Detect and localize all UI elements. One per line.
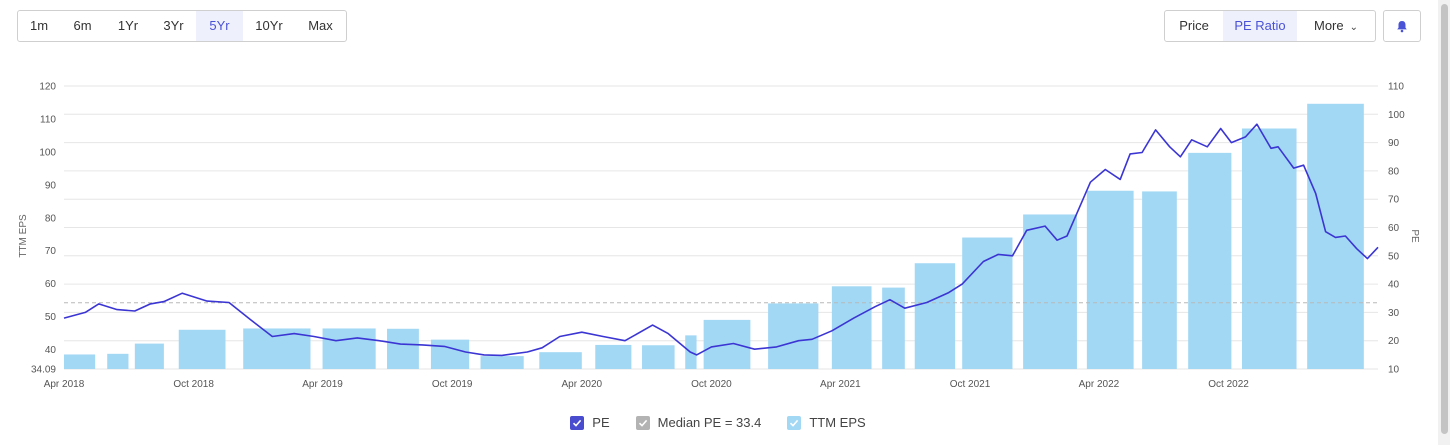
price-button[interactable]: Price — [1179, 18, 1209, 33]
left-tick-label: 100 — [39, 147, 56, 158]
left-tick-label: 80 — [45, 213, 57, 224]
chevron-down-icon: ⌄ — [1349, 22, 1358, 33]
eps-bar[interactable] — [882, 287, 905, 369]
pe-series-line — [63, 123, 1379, 357]
x-tick-label: Oct 2020 — [691, 379, 732, 390]
pe-ratio-button[interactable]: PE Ratio — [1223, 11, 1297, 41]
eps-bar[interactable] — [1142, 191, 1177, 369]
chart-legend: PE Median PE = 33.4 TTM EPS — [0, 415, 1436, 430]
legend-label-pe: PE — [592, 415, 610, 430]
right-tick-label: 30 — [1388, 308, 1400, 319]
x-tick-label: Apr 2019 — [302, 379, 343, 390]
eps-bar[interactable] — [480, 356, 524, 369]
eps-bar[interactable] — [387, 328, 419, 369]
range-button-10yr[interactable]: 10Yr — [255, 18, 283, 33]
left-tick-label: 40 — [45, 345, 57, 356]
x-tick-label: Apr 2018 — [44, 379, 85, 390]
left-tick-label: 110 — [40, 114, 56, 125]
eps-bar[interactable] — [1307, 103, 1364, 369]
right-tick-label: 90 — [1388, 138, 1400, 149]
eps-bar[interactable] — [430, 339, 470, 369]
range-button-6m[interactable]: 6m — [73, 18, 92, 33]
eps-bar[interactable] — [1023, 214, 1077, 369]
eps-bar[interactable] — [768, 303, 819, 369]
pe-eps-chart: 34.09 40 50 60 70 80 90 100 110 120 10 20 30 40 50 60 7… — [18, 82, 1420, 391]
right-tick-label: 40 — [1388, 280, 1400, 291]
eps-bar[interactable] — [1086, 190, 1134, 369]
right-tick-label: 110 — [1388, 82, 1404, 93]
scrollbar-thumb[interactable] — [1441, 4, 1448, 434]
left-tick-label: 60 — [45, 279, 57, 290]
right-tick-label: 10 — [1388, 365, 1400, 376]
left-tick-label: 50 — [45, 312, 57, 323]
x-tick-label: Apr 2020 — [562, 379, 603, 390]
more-label: More — [1313, 18, 1344, 33]
right-tick-label: 50 — [1388, 251, 1400, 262]
eps-bar[interactable] — [1241, 128, 1297, 369]
x-tick-label: Oct 2019 — [432, 379, 473, 390]
right-tick-label: 80 — [1388, 166, 1400, 177]
time-range-selector: 1m 6m 1Yr 3Yr 5Yr 10Yr Max — [17, 10, 347, 42]
eps-bar[interactable] — [642, 345, 675, 369]
eps-bar[interactable] — [322, 328, 376, 369]
right-tick-label: 20 — [1388, 336, 1400, 347]
more-dropdown-button[interactable]: More ⌄ — [1297, 11, 1375, 41]
eps-bar[interactable] — [595, 344, 632, 369]
range-button-1yr[interactable]: 1Yr — [117, 18, 139, 33]
right-tick-label: 60 — [1388, 223, 1400, 234]
eps-bar[interactable] — [64, 354, 96, 369]
right-axis-title: PE — [1409, 229, 1420, 243]
right-tick-label: 100 — [1388, 110, 1405, 121]
eps-bar[interactable] — [539, 352, 582, 369]
left-tick-label: 90 — [45, 180, 57, 191]
x-tick-label: Apr 2022 — [1079, 379, 1120, 390]
checkbox-checked-icon[interactable] — [787, 415, 802, 430]
bell-icon — [1397, 20, 1407, 32]
range-button-5yr[interactable]: 5Yr — [196, 11, 243, 41]
right-tick-label: 70 — [1388, 195, 1400, 206]
checkbox-checked-icon[interactable] — [635, 415, 650, 430]
left-axis-title: TTM EPS — [18, 214, 29, 258]
legend-label-eps: TTM EPS — [809, 415, 866, 430]
chart-mode-selector: Price PE Ratio More ⌄ — [1164, 10, 1376, 42]
x-tick-label: Oct 2021 — [950, 379, 991, 390]
eps-bar[interactable] — [178, 329, 226, 369]
legend-item-median[interactable]: Median PE = 33.4 — [635, 415, 762, 430]
legend-label-median: Median PE = 33.4 — [657, 415, 762, 430]
eps-bar[interactable] — [134, 343, 164, 369]
x-tick-label: Apr 2021 — [820, 379, 861, 390]
eps-bar[interactable] — [107, 353, 129, 369]
x-tick-label: Oct 2018 — [173, 379, 214, 390]
left-tick-label: 34.09 — [31, 365, 56, 376]
range-button-3yr[interactable]: 3Yr — [163, 18, 184, 33]
range-button-1m[interactable]: 1m — [29, 18, 49, 33]
legend-item-eps[interactable]: TTM EPS — [787, 415, 866, 430]
x-tick-label: Oct 2022 — [1208, 379, 1249, 390]
alert-bell-button[interactable] — [1383, 10, 1421, 42]
left-tick-label: 120 — [39, 82, 56, 93]
checkbox-checked-icon[interactable] — [570, 415, 585, 430]
legend-item-pe[interactable]: PE — [570, 415, 610, 430]
eps-bar[interactable] — [914, 263, 956, 369]
eps-bar[interactable] — [1188, 152, 1232, 369]
left-tick-label: 70 — [45, 246, 57, 257]
range-button-max[interactable]: Max — [308, 18, 333, 33]
